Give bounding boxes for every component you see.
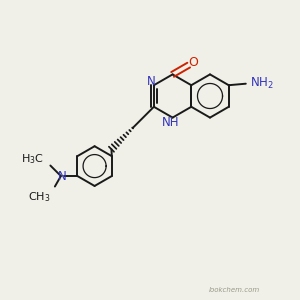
Text: lookchem.com: lookchem.com xyxy=(208,286,260,292)
Text: NH$_2$: NH$_2$ xyxy=(250,76,274,91)
Text: N: N xyxy=(57,169,66,182)
Text: CH$_3$: CH$_3$ xyxy=(28,190,50,204)
Text: O: O xyxy=(188,56,198,69)
Text: H$_3$C: H$_3$C xyxy=(21,152,44,166)
Text: NH: NH xyxy=(162,116,180,129)
Text: N: N xyxy=(147,75,156,88)
